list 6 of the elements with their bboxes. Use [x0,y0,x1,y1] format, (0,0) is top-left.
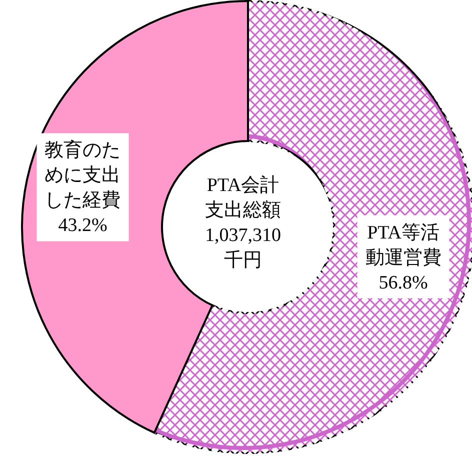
text: PTA会計支出総額 [205,175,281,221]
slice-label: 教育のために支出した経費 [44,139,121,212]
slice-label: PTA等活動運営費 [365,222,442,268]
data-label: 56.8% [378,272,428,294]
data-label: 43.2% [58,215,108,236]
text: 1,037,310千円 [205,225,281,271]
